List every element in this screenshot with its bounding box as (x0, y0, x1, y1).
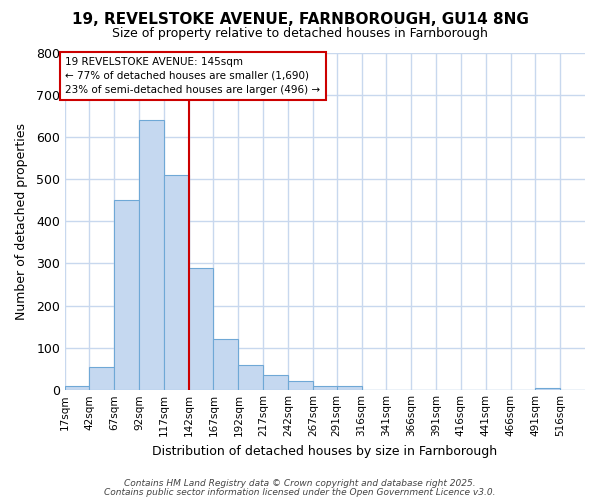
Text: 19, REVELSTOKE AVENUE, FARNBOROUGH, GU14 8NG: 19, REVELSTOKE AVENUE, FARNBOROUGH, GU14… (71, 12, 529, 28)
Bar (139, 120, 164, 390)
Text: Size of property relative to detached houses in Farnborough: Size of property relative to detached ho… (112, 28, 488, 40)
Bar (114, 200, 139, 390)
Bar (214, 340, 238, 390)
Bar (238, 364, 263, 390)
X-axis label: Distribution of detached houses by size in Farnborough: Distribution of detached houses by size … (152, 444, 497, 458)
Bar (89, 366, 114, 390)
Text: Contains public sector information licensed under the Open Government Licence v3: Contains public sector information licen… (104, 488, 496, 497)
Bar (164, 175, 188, 390)
Y-axis label: Number of detached properties: Number of detached properties (15, 122, 28, 320)
Bar (188, 268, 214, 390)
Text: Contains HM Land Registry data © Crown copyright and database right 2025.: Contains HM Land Registry data © Crown c… (124, 479, 476, 488)
Bar (337, 386, 362, 390)
Text: 19 REVELSTOKE AVENUE: 145sqm
← 77% of detached houses are smaller (1,690)
23% of: 19 REVELSTOKE AVENUE: 145sqm ← 77% of de… (65, 56, 320, 94)
Bar (65, 386, 89, 390)
Bar (535, 388, 560, 390)
Bar (288, 382, 313, 390)
Bar (313, 386, 338, 390)
Bar (263, 375, 288, 390)
